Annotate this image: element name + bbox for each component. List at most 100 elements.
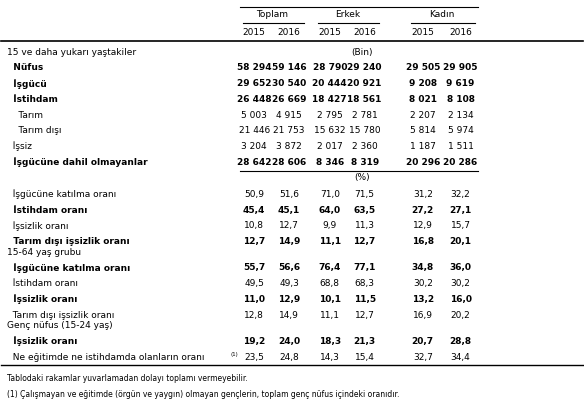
Text: 2016: 2016: [449, 28, 472, 37]
Text: İstihdam oranı: İstihdam oranı: [7, 206, 88, 214]
Text: 12,7: 12,7: [243, 237, 265, 246]
Text: Tablodaki rakamlar yuvarlamadan dolayı toplamı vermeyebilir.: Tablodaki rakamlar yuvarlamadan dolayı t…: [7, 374, 248, 382]
Text: 21 446: 21 446: [239, 126, 270, 135]
Text: 5 003: 5 003: [241, 110, 267, 120]
Text: İşsiz: İşsiz: [7, 141, 32, 152]
Text: 77,1: 77,1: [353, 264, 376, 272]
Text: 51,6: 51,6: [279, 190, 299, 199]
Text: 20,7: 20,7: [412, 337, 434, 346]
Text: 71,5: 71,5: [354, 190, 375, 199]
Text: Tarım dışı işsizlik oranı: Tarım dışı işsizlik oranı: [7, 311, 114, 320]
Text: 30 540: 30 540: [272, 79, 306, 88]
Text: İşgücüne katılma oranı: İşgücüne katılma oranı: [7, 189, 116, 199]
Text: Tarım: Tarım: [7, 110, 43, 120]
Text: 24,8: 24,8: [279, 353, 299, 361]
Text: Tarım dışı: Tarım dışı: [7, 126, 62, 135]
Text: (1) Çalışmayan ve eğitimde (örgün ve yaygın) olmayan gençlerin, toplam genç nüfu: (1) Çalışmayan ve eğitimde (örgün ve yay…: [7, 390, 399, 399]
Text: Genç nüfus (15-24 yaş): Genç nüfus (15-24 yaş): [7, 321, 113, 330]
Text: 2016: 2016: [353, 28, 376, 37]
Text: 56,6: 56,6: [278, 264, 300, 272]
Text: (%): (%): [354, 173, 370, 182]
Text: 34,8: 34,8: [412, 264, 434, 272]
Text: 24,0: 24,0: [278, 337, 300, 346]
Text: 18 561: 18 561: [347, 95, 382, 104]
Text: İşsizlik oranı: İşsizlik oranı: [7, 294, 78, 304]
Text: 34,4: 34,4: [451, 353, 471, 361]
Text: 15 ve daha yukarı yaştakiler: 15 ve daha yukarı yaştakiler: [7, 48, 136, 57]
Text: 8 021: 8 021: [409, 95, 437, 104]
Text: 26 669: 26 669: [272, 95, 307, 104]
Text: 23,5: 23,5: [244, 353, 264, 361]
Text: 63,5: 63,5: [353, 206, 376, 214]
Text: 18 427: 18 427: [312, 95, 347, 104]
Text: 45,1: 45,1: [278, 206, 300, 214]
Text: 9 208: 9 208: [409, 79, 437, 88]
Text: 49,3: 49,3: [279, 279, 299, 288]
Text: 20,1: 20,1: [450, 237, 471, 246]
Text: 12,7: 12,7: [279, 221, 299, 230]
Text: 11,5: 11,5: [353, 295, 376, 304]
Text: 12,9: 12,9: [278, 295, 300, 304]
Text: 15 632: 15 632: [314, 126, 346, 135]
Text: İşgücüne katılma oranı: İşgücüne katılma oranı: [7, 263, 130, 273]
Text: 26 448: 26 448: [237, 95, 272, 104]
Text: 20 921: 20 921: [347, 79, 382, 88]
Text: İşsizlik oranı: İşsizlik oranı: [7, 337, 78, 347]
Text: 32,7: 32,7: [413, 353, 433, 361]
Text: Toplam: Toplam: [256, 10, 288, 19]
Text: 20 444: 20 444: [312, 79, 347, 88]
Text: 30,2: 30,2: [413, 279, 433, 288]
Text: 29 652: 29 652: [237, 79, 272, 88]
Text: 2 360: 2 360: [352, 142, 377, 151]
Text: 12,8: 12,8: [244, 311, 264, 320]
Text: 18,3: 18,3: [319, 337, 341, 346]
Text: 30,2: 30,2: [451, 279, 471, 288]
Text: 2016: 2016: [277, 28, 301, 37]
Text: 59 146: 59 146: [272, 63, 307, 73]
Text: 14,3: 14,3: [320, 353, 340, 361]
Text: 68,3: 68,3: [354, 279, 375, 288]
Text: 28 642: 28 642: [237, 158, 272, 167]
Text: 3 872: 3 872: [276, 142, 302, 151]
Text: 21 753: 21 753: [273, 126, 305, 135]
Text: 2 134: 2 134: [448, 110, 474, 120]
Text: 11,1: 11,1: [319, 237, 341, 246]
Text: 64,0: 64,0: [319, 206, 341, 214]
Text: 2015: 2015: [411, 28, 434, 37]
Text: 71,0: 71,0: [320, 190, 340, 199]
Text: 16,8: 16,8: [412, 237, 434, 246]
Text: 20 286: 20 286: [443, 158, 478, 167]
Text: Tarım dışı işsizlik oranı: Tarım dışı işsizlik oranı: [7, 237, 130, 246]
Text: 28 606: 28 606: [272, 158, 306, 167]
Text: 29 240: 29 240: [347, 63, 382, 73]
Text: 15,4: 15,4: [354, 353, 374, 361]
Text: 12,9: 12,9: [413, 221, 433, 230]
Text: Nüfus: Nüfus: [7, 63, 43, 73]
Text: 2015: 2015: [243, 28, 266, 37]
Text: 27,2: 27,2: [412, 206, 434, 214]
Text: 1 511: 1 511: [447, 142, 474, 151]
Text: 11,0: 11,0: [243, 295, 265, 304]
Text: 45,4: 45,4: [243, 206, 265, 214]
Text: 29 905: 29 905: [443, 63, 478, 73]
Text: 2 207: 2 207: [410, 110, 436, 120]
Text: 31,2: 31,2: [413, 190, 433, 199]
Text: 12,7: 12,7: [354, 311, 374, 320]
Text: 9,9: 9,9: [322, 221, 337, 230]
Text: 10,1: 10,1: [319, 295, 341, 304]
Text: 2 017: 2 017: [317, 142, 343, 151]
Text: 5 814: 5 814: [410, 126, 436, 135]
Text: İstihdam: İstihdam: [7, 95, 58, 104]
Text: İşsizlik oranı: İşsizlik oranı: [7, 221, 69, 231]
Text: İstihdam oranı: İstihdam oranı: [7, 279, 78, 288]
Text: Ne eğitimde ne istihdamda olanların oranı: Ne eğitimde ne istihdamda olanların oran…: [7, 353, 205, 361]
Text: 1 187: 1 187: [410, 142, 436, 151]
Text: 5 974: 5 974: [448, 126, 474, 135]
Text: 16,0: 16,0: [450, 295, 471, 304]
Text: 14,9: 14,9: [278, 237, 300, 246]
Text: 14,9: 14,9: [279, 311, 299, 320]
Text: Kadın: Kadın: [429, 10, 454, 19]
Text: 9 619: 9 619: [446, 79, 475, 88]
Text: 20,2: 20,2: [451, 311, 471, 320]
Text: İşgücüne dahil olmayanlar: İşgücüne dahil olmayanlar: [7, 157, 148, 167]
